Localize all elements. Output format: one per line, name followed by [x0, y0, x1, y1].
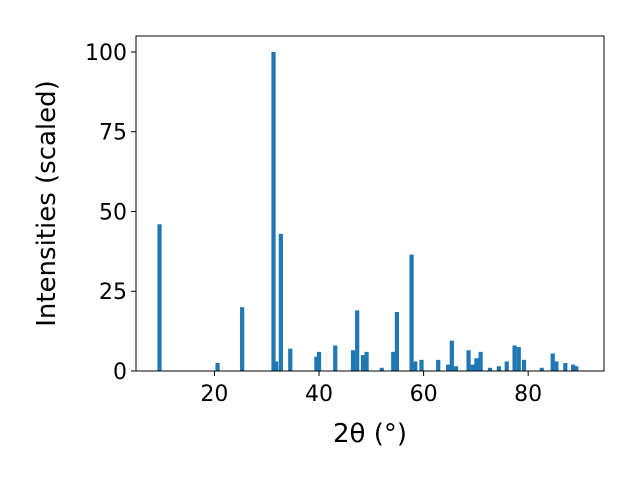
x-axis-label: 2θ (°)	[333, 419, 407, 449]
bar	[446, 364, 451, 371]
bar	[554, 361, 559, 371]
y-tick-label: 0	[113, 360, 127, 385]
bar	[571, 364, 576, 371]
y-tick-label: 50	[99, 200, 127, 225]
bar	[409, 254, 414, 371]
bar	[278, 233, 283, 371]
bar	[215, 363, 220, 371]
bar	[516, 347, 521, 371]
bar	[449, 340, 454, 371]
bar	[521, 359, 527, 371]
bar	[419, 359, 424, 371]
bar	[539, 367, 544, 371]
bars-group	[157, 51, 579, 371]
bar	[394, 311, 400, 371]
bar	[474, 358, 479, 371]
bar	[364, 351, 369, 371]
bar	[453, 366, 459, 371]
y-tick-label: 75	[99, 121, 127, 146]
bar	[470, 364, 475, 371]
bar	[478, 351, 483, 371]
bar	[504, 361, 509, 371]
bar	[271, 51, 276, 371]
y-axis-ticks: 0 25 50 75 100	[85, 41, 136, 385]
bar	[487, 367, 493, 371]
bar	[240, 307, 245, 371]
bar	[288, 348, 293, 371]
bar	[157, 224, 162, 371]
bar	[413, 361, 418, 371]
bar	[391, 351, 396, 371]
bar	[274, 361, 279, 371]
x-tick-label: 40	[305, 382, 333, 407]
x-tick-label: 20	[200, 382, 228, 407]
bar	[466, 350, 471, 371]
y-tick-label: 100	[85, 41, 127, 66]
x-tick-label: 60	[410, 382, 438, 407]
bar	[550, 353, 555, 371]
x-axis-ticks: 20 40 60 80	[200, 371, 542, 407]
plot-frame	[135, 35, 605, 372]
bar	[436, 359, 441, 371]
bar	[574, 366, 579, 371]
bar	[379, 367, 384, 371]
bar	[350, 350, 356, 371]
bar	[333, 345, 338, 371]
y-axis-label: Intensities (scaled)	[32, 80, 62, 327]
y-tick-label: 25	[99, 280, 127, 305]
bar	[360, 355, 366, 371]
bar	[316, 351, 322, 371]
bar	[512, 345, 517, 371]
bar	[314, 356, 319, 371]
bar	[496, 366, 501, 371]
bar	[563, 363, 568, 371]
bar	[355, 310, 360, 371]
x-tick-label: 80	[514, 382, 542, 407]
